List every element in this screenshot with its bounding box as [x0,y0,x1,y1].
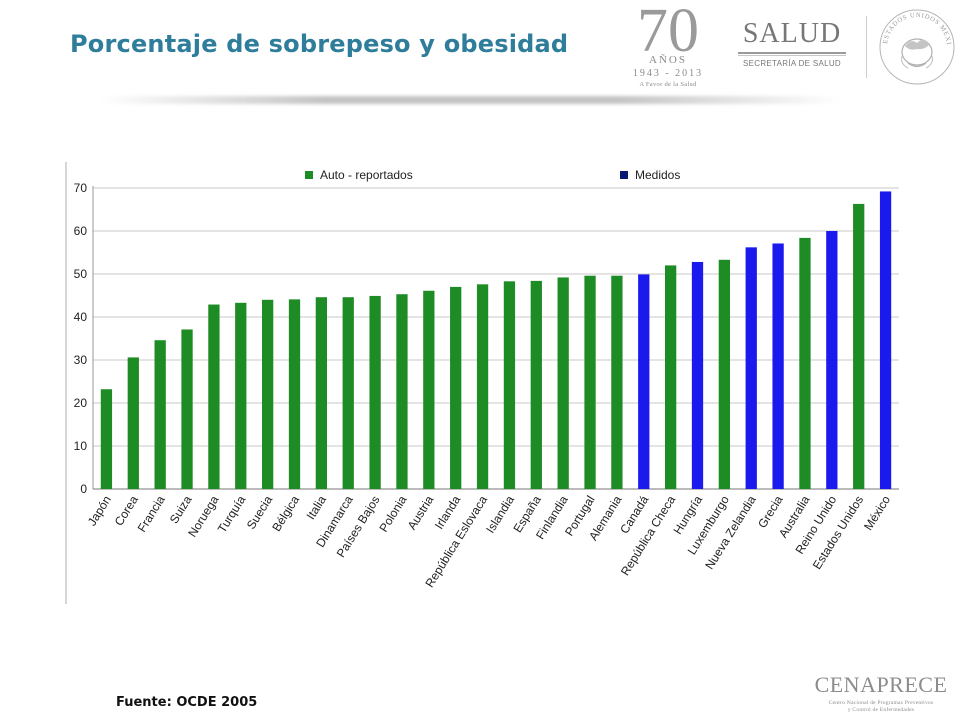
y-tick-label: 20 [74,396,88,410]
bar-13 [450,286,462,489]
y-tick-label: 70 [74,181,88,195]
bar-11 [396,294,408,489]
x-tick-label: Japón [85,493,114,528]
bar-24 [745,247,757,489]
cenaprece-logo: CENAPRECE Centro Nacional de Programas P… [810,672,952,718]
bar-14 [476,284,489,489]
x-tick-label: Suiza [167,493,195,526]
x-tick-label: Austria [405,493,437,532]
mexico-seal-logo: ESTADOS UNIDOS MEXICANOS [875,3,956,86]
salud-logo-rule-thin [738,55,846,56]
seal-text: ESTADOS UNIDOS MEXICANOS [875,3,951,46]
bar-25 [772,243,784,489]
bar-20 [638,274,650,489]
y-tick-label: 0 [80,482,87,496]
salud-logo-caption: SECRETARÍA DE SALUD [742,59,842,68]
bar-6 [261,299,274,489]
x-tick-label: Italia [304,493,329,522]
bar-12 [423,290,435,489]
y-tick-label: 50 [74,267,88,281]
bar-9 [342,297,354,489]
x-tick-label: Polonia [376,493,409,535]
bar-17 [557,277,569,489]
cenaprece-line-1: Centro Nacional de Programas Preventivos [828,700,934,706]
y-tick-label: 10 [74,439,88,453]
bar-chart: 0 10 20 30 40 50 60 70 Japón Corea Francia Suiza Nor… [65,162,910,604]
anniversary-number: 70 [637,0,699,65]
slide-title: Porcentaje de sobrepeso y obesidad [70,30,569,58]
bar-5 [235,302,247,489]
bar-21 [664,265,677,489]
bar-23 [718,259,731,489]
chart-frame-left [65,162,67,604]
y-tick-label: 30 [74,353,88,367]
title-divider [100,96,840,104]
bar-22 [691,261,704,489]
bar-26 [799,237,811,489]
x-tick-label: México [861,493,893,533]
anniversary-years: 1943 - 2013 [632,68,704,79]
logo-divider [866,16,867,78]
anniversary-tagline: A Favor de la Salud [639,81,697,88]
bar-10 [369,295,381,489]
bar-27 [826,231,838,489]
bar-15 [503,281,516,489]
cenaprece-name: CENAPRECE [814,672,948,697]
salud-logo-name: SALUD [742,18,842,49]
legend-swatch [620,171,628,179]
y-tick-label: 60 [74,224,88,238]
anniversary-70-logo: 70 AÑOS 1943 - 2013 A Favor de la Salud [620,0,716,92]
cenaprece-line-2: y Control de Enfermedades [847,707,915,713]
bar-4 [208,304,220,489]
bar-3 [181,329,193,489]
legend-swatch [305,171,313,179]
bar-19 [611,275,623,489]
x-tick-label: Francia [135,493,168,535]
x-tick-label: Bélgica [269,493,302,534]
bar-8 [315,297,328,489]
y-tick-label: 40 [74,310,88,324]
anniversary-word: AÑOS [649,54,687,66]
bar-7 [288,299,301,489]
x-tick-label: Turquía [215,493,249,535]
bar-18 [584,275,596,489]
bar-29 [879,191,892,489]
bar-1 [127,357,139,489]
bar-16 [530,280,542,489]
bar-28 [853,203,865,489]
salud-logo-rule [738,52,846,54]
legend-label: Auto - reportados [320,168,413,182]
svg-text:ESTADOS UNIDOS MEXICANOS: ESTADOS UNIDOS MEXICANOS [878,8,952,46]
bar-0 [100,389,113,489]
eagle-seal-icon: ESTADOS UNIDOS MEXICANOS [875,3,955,85]
source-note: Fuente: OCDE 2005 [116,695,258,710]
salud-logo: SALUD SECRETARÍA DE SALUD [732,18,852,74]
legend-label: Medidos [635,168,680,182]
bar-2 [154,340,166,489]
